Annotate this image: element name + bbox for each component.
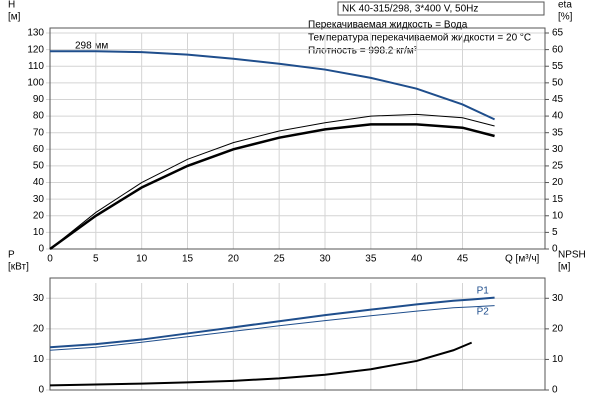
y-tick-label: 130: [27, 28, 44, 39]
y2-axis-label: [%]: [558, 12, 573, 23]
plot-frame: [49, 277, 546, 391]
note: Перекачиваемая жидкость = Вода: [308, 20, 468, 31]
y2-tick-label: 60: [552, 44, 564, 55]
y2-tick-label: 35: [552, 127, 564, 138]
y2-tick-label: 20: [552, 177, 564, 188]
series-line: [49, 305, 495, 351]
x-tick-label: 40: [411, 254, 423, 265]
note: Температура перекачиваемой жидкости = 20…: [308, 33, 531, 44]
y-tick-label: 30: [33, 194, 45, 205]
x-tick-label: 25: [274, 254, 286, 265]
y2-axis-label: NPSH: [558, 250, 586, 261]
y-tick-label: 100: [27, 77, 44, 88]
series-line: [49, 113, 495, 250]
y-tick-label: 110: [28, 61, 44, 72]
y2-axis-label: eta: [558, 0, 572, 11]
x-tick-label: 15: [182, 254, 194, 265]
y2-tick-label: 0: [552, 385, 558, 396]
x-tick-label: 0: [47, 254, 53, 265]
series-label: P1: [477, 285, 490, 296]
series-line: [49, 341, 473, 387]
y2-tick-label: 65: [552, 28, 564, 39]
x-tick-label: 20: [228, 254, 240, 265]
y-tick-label: 120: [27, 44, 44, 55]
y-tick-label: 50: [33, 161, 45, 172]
note: Плотность = 998.2 кг/м³: [308, 46, 418, 57]
y-tick-label: 10: [33, 227, 45, 238]
series-line: [50, 50, 496, 121]
y-tick-label: 0: [38, 385, 44, 396]
y-tick-label: 90: [33, 94, 45, 105]
y2-tick-label: 30: [552, 293, 564, 304]
y2-tick-label: 45: [552, 94, 564, 105]
y-axis-label: P: [8, 250, 15, 261]
series-line: [49, 123, 495, 251]
x-tick-label: 30: [319, 254, 331, 265]
y2-tick-label: 0: [552, 244, 558, 255]
y-axis-label: H: [8, 0, 15, 11]
y-axis-label: [кВт]: [8, 262, 29, 273]
y2-tick-label: 20: [552, 323, 564, 334]
y2-axis-label: [м]: [558, 262, 571, 273]
x-tick-label: 35: [365, 254, 377, 265]
y-tick-label: 10: [33, 354, 45, 365]
header-box: [337, 1, 545, 16]
x-axis-label: Q [м³/ч]: [505, 254, 540, 265]
y-tick-label: 80: [33, 111, 45, 122]
y2-tick-label: 5: [552, 227, 558, 238]
x-tick-label: 10: [136, 254, 148, 265]
y-axis-label: [м]: [8, 12, 21, 23]
y-tick-label: 0: [38, 244, 44, 255]
y-tick-label: 60: [33, 144, 45, 155]
y2-tick-label: 55: [552, 61, 564, 72]
header: NK 40-315/298, 3*400 V, 50Hz: [342, 4, 478, 15]
y-tick-label: 20: [33, 210, 45, 221]
y2-tick-label: 50: [552, 77, 564, 88]
x-tick-label: 5: [93, 254, 99, 265]
y2-tick-label: 30: [552, 144, 564, 155]
y2-tick-label: 25: [552, 161, 564, 172]
plot-frame: [49, 27, 546, 250]
y2-tick-label: 10: [552, 210, 564, 221]
x-tick-label: 45: [457, 254, 469, 265]
y2-tick-label: 15: [552, 194, 564, 205]
y-tick-label: 20: [33, 323, 45, 334]
y-tick-label: 40: [33, 177, 45, 188]
y2-tick-label: 40: [552, 111, 564, 122]
series-line: [49, 296, 495, 349]
y2-tick-label: 10: [552, 354, 564, 365]
annotation: 298 мм: [75, 41, 108, 52]
y-tick-label: 30: [33, 293, 45, 304]
y-tick-label: 70: [33, 127, 45, 138]
series-label: P2: [477, 306, 490, 317]
